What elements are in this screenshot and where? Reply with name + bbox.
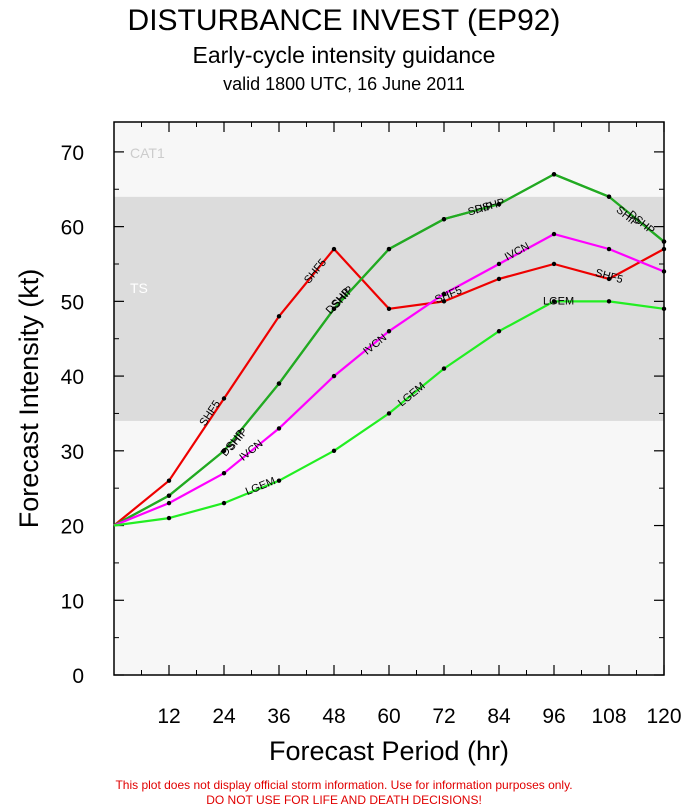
data-point xyxy=(496,329,502,334)
data-point xyxy=(441,216,447,222)
x-tick-label: 60 xyxy=(377,705,400,728)
y-axis-label: Forecast Intensity (kt) xyxy=(14,269,44,529)
data-point xyxy=(221,448,227,454)
data-point xyxy=(441,366,447,371)
x-tick-label: 24 xyxy=(212,705,236,728)
disclaimer-line-1: This plot does not display official stor… xyxy=(115,778,573,792)
data-point xyxy=(551,261,557,267)
y-tick-label: 30 xyxy=(61,441,84,464)
data-point xyxy=(331,306,337,312)
chart-title: DISTURBANCE INVEST (EP92) xyxy=(127,4,561,37)
data-point xyxy=(441,299,447,304)
band-cat1 xyxy=(114,122,664,197)
data-point xyxy=(496,261,502,267)
x-axis-label: Forecast Period (hr) xyxy=(269,736,509,766)
data-point xyxy=(496,202,502,207)
data-point xyxy=(606,194,612,199)
data-point xyxy=(386,246,392,252)
x-tick-label: 84 xyxy=(487,705,511,728)
data-point xyxy=(551,299,557,304)
y-tick-label: 0 xyxy=(72,665,84,688)
disclaimer-line-2: DO NOT USE FOR LIFE AND DEATH DECISIONS! xyxy=(206,793,482,807)
x-tick-label: 120 xyxy=(646,705,681,728)
x-tick-label: 108 xyxy=(591,705,626,728)
x-tick-label: 48 xyxy=(322,705,345,728)
data-point xyxy=(661,269,667,274)
data-point xyxy=(166,478,172,483)
y-tick-label: 60 xyxy=(61,217,84,240)
data-point xyxy=(276,381,282,386)
y-tick-label: 40 xyxy=(61,366,84,389)
series-lines xyxy=(113,172,667,527)
x-tick-label: 36 xyxy=(267,705,290,728)
data-point xyxy=(606,246,612,252)
data-point xyxy=(221,396,227,401)
data-point xyxy=(661,239,667,244)
data-point xyxy=(276,314,282,319)
y-tick-label: 10 xyxy=(61,590,84,613)
data-point xyxy=(386,411,392,416)
data-point xyxy=(331,246,337,252)
intensity-bands: TS CAT1 xyxy=(114,122,664,675)
data-point xyxy=(331,373,337,379)
data-point xyxy=(166,500,172,506)
data-point xyxy=(166,515,172,521)
data-point xyxy=(441,291,447,297)
data-point xyxy=(276,478,282,483)
chart-subtitle: Early-cycle intensity guidance xyxy=(192,42,496,68)
data-point xyxy=(496,276,502,282)
data-point xyxy=(606,299,612,304)
data-point xyxy=(386,306,392,312)
y-tick-label: 50 xyxy=(61,291,84,314)
data-point xyxy=(221,471,227,476)
data-point xyxy=(661,306,667,312)
band-label: CAT1 xyxy=(130,145,165,161)
data-point xyxy=(661,246,667,252)
data-point xyxy=(386,329,392,334)
x-tick-label: 72 xyxy=(432,705,455,728)
axis-ticks: 12 24 36 48 60 72 84 96 108 120 0 10 20 30 40 50 60 70 xyxy=(61,122,682,728)
y-tick-label: 20 xyxy=(61,516,84,539)
y-tick-label: 70 xyxy=(61,142,84,165)
data-point xyxy=(166,493,172,498)
data-point xyxy=(221,500,227,506)
data-point xyxy=(276,426,282,431)
x-tick-label: 96 xyxy=(542,705,565,728)
data-point xyxy=(331,448,337,454)
data-point xyxy=(606,276,612,282)
band-label: TS xyxy=(130,280,148,296)
x-tick-label: 12 xyxy=(157,705,180,728)
intensity-chart: TS CAT1 12 24 36 48 60 72 84 96 108 120 0 10 20 30 40 50… xyxy=(14,121,682,766)
valid-time: valid 1800 UTC, 16 June 2011 xyxy=(223,74,465,94)
data-point xyxy=(551,172,557,177)
series-label-lgem: LGEM xyxy=(543,295,574,307)
data-point xyxy=(551,231,557,237)
